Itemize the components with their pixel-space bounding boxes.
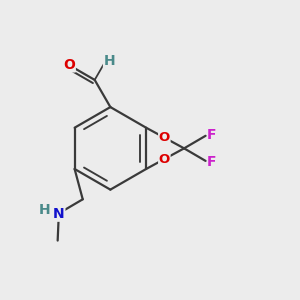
Text: H: H (39, 203, 50, 217)
Text: F: F (207, 128, 216, 142)
Text: O: O (159, 153, 170, 166)
Text: O: O (63, 58, 75, 72)
Text: N: N (53, 207, 65, 221)
Text: F: F (207, 154, 216, 169)
Text: O: O (159, 131, 170, 144)
Text: H: H (103, 54, 115, 68)
